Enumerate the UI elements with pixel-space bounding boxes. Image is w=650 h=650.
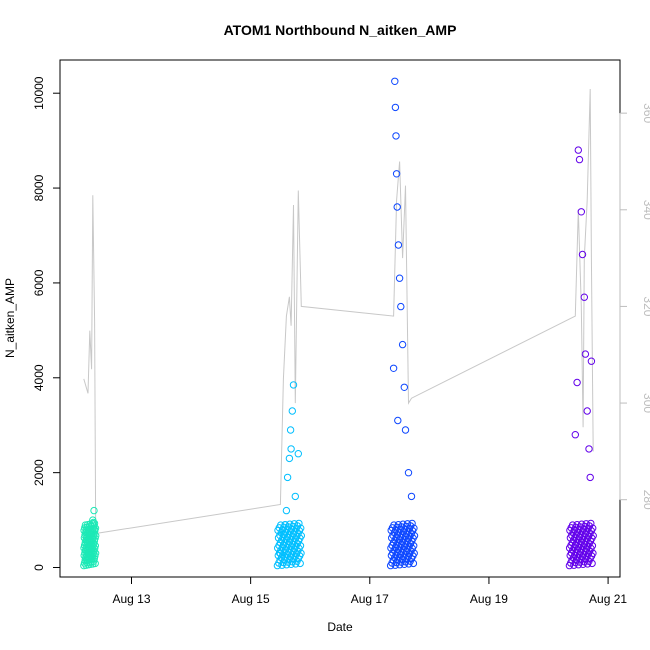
data-point [392,170,401,178]
data-point [286,426,295,434]
data-point [391,103,400,112]
x-tick-label: Aug 21 [589,592,627,606]
data-point [90,554,99,563]
y-tick-label: 0 [32,564,46,571]
x-tick-label: Aug 15 [232,592,270,606]
y-tick-label: 10000 [32,76,46,110]
data-point [389,364,398,372]
data-point [586,473,594,482]
data-point [91,524,100,532]
data-point [589,532,597,540]
data-point [398,340,407,349]
series-group-0 [80,506,100,570]
y-axis-right: 280 300 320 340 360 [619,103,650,510]
data-point [291,492,299,501]
y-tick-label: 8000 [32,174,46,201]
x-axis: Aug 13 Aug 15 Aug 17 Aug 19 Aug 21 [112,576,627,606]
y-tick-label: 4000 [32,364,46,391]
data-point [294,450,302,458]
data-point [588,559,596,568]
data-point [394,416,402,425]
data-point [581,350,590,358]
x-tick-label: Aug 19 [470,592,508,606]
y2-tick-label: 300 [641,393,650,413]
data-point [92,532,100,540]
y-axis-left: 0 2000 4000 6000 8000 10000 [32,76,61,571]
y-tick-label: 6000 [32,269,46,296]
data-point [288,407,296,415]
y2-tick-label: 340 [641,200,650,220]
data-point [404,469,413,477]
plot-frame [59,59,621,578]
y2-tick-label: 280 [641,490,650,510]
data-point [297,524,305,532]
data-point [410,524,418,532]
data-point [295,519,303,528]
data-point [580,293,588,301]
data-point [575,155,584,164]
data-point [289,381,298,389]
data-point [410,549,418,557]
data-point [587,519,595,528]
data-point [282,506,291,515]
data-point [91,559,99,568]
data-point [91,542,100,550]
data-point [573,378,581,387]
y-axis-label: N_aitken_AMP [3,278,17,358]
data-point [574,146,582,154]
data-point [583,407,591,415]
y2-tick-label: 320 [641,296,650,316]
data-point [285,454,294,463]
data-point [90,506,98,515]
data-point [401,426,410,434]
overlay-line-layer [83,88,594,535]
y-tick-label: 2000 [32,459,46,486]
overlay-series-line [83,88,594,535]
data-point [283,473,292,482]
scatter-points-layer [80,77,597,570]
data-point [397,302,405,311]
data-point [589,549,597,557]
data-point [392,132,400,140]
data-point [407,492,416,501]
data-point [395,274,404,282]
x-axis-label: Date [327,620,353,634]
data-point [408,519,416,528]
data-point [585,445,593,453]
x-tick-label: Aug 17 [351,592,389,606]
data-point [578,250,587,259]
series-group-2 [386,77,419,570]
data-point [393,203,401,211]
data-point [589,524,597,532]
data-point [91,544,99,553]
data-point [577,208,585,216]
data-point [287,445,295,453]
data-point [571,431,579,439]
data-point [296,542,305,550]
data-point [587,357,596,365]
series-group-1 [273,381,305,570]
data-point [410,542,418,550]
data-point [297,549,305,557]
data-point [297,532,305,540]
chart-title: ATOM1 Northbound N_aitken_AMP [224,22,457,38]
data-point [91,549,100,557]
data-point [391,77,399,86]
data-point [409,559,418,568]
data-point [296,559,304,568]
data-point [90,519,99,528]
data-point [410,532,419,540]
series-group-3 [565,146,597,570]
x-tick-label: Aug 13 [112,592,150,606]
data-point [400,383,408,391]
data-point [588,542,597,550]
data-point [394,241,403,249]
y2-tick-label: 360 [641,103,650,123]
